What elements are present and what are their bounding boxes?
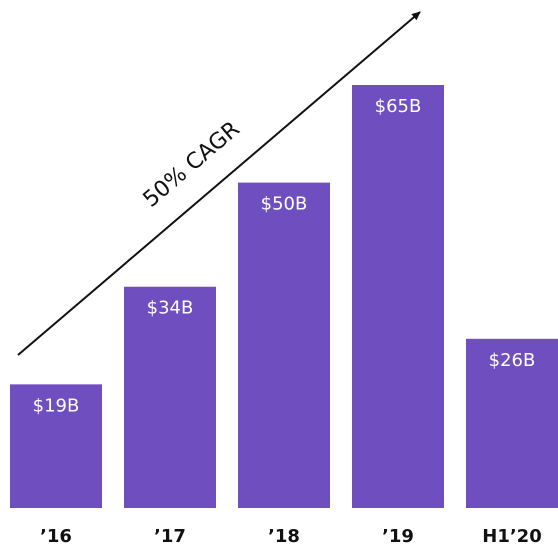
x-tick-label: ’18	[268, 526, 300, 547]
x-tick-label: ’19	[382, 526, 414, 547]
value-label: $50B	[261, 194, 308, 215]
bar	[124, 286, 216, 508]
cagr-annotation: 50% CAGR	[139, 117, 245, 213]
x-tick-label: ’17	[154, 526, 186, 547]
value-label: $26B	[489, 350, 536, 371]
cagr-arrow	[17, 11, 421, 356]
value-label: $19B	[33, 395, 80, 416]
x-tick-label: H1’20	[482, 526, 541, 547]
value-label: $34B	[147, 298, 194, 319]
bar	[466, 338, 558, 508]
bar	[238, 182, 330, 508]
bar	[10, 384, 102, 508]
x-tick-label: ’16	[40, 526, 72, 547]
value-label: $65B	[375, 96, 422, 117]
bar	[352, 85, 444, 508]
